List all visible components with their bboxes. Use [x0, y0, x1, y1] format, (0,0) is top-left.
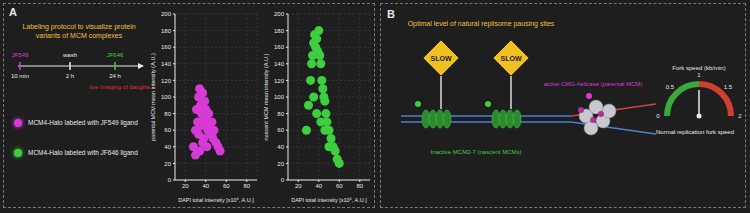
svg-text:80: 80: [277, 111, 284, 117]
svg-text:40: 40: [202, 183, 209, 189]
html-text:A: A: [9, 6, 17, 18]
svg-text:0.5: 0.5: [666, 84, 675, 90]
svg-text:nascent MCM mean intensity (A.: nascent MCM mean intensity (A.U.): [263, 53, 269, 140]
svg-text:140: 140: [161, 61, 172, 67]
svg-text:1: 1: [697, 72, 701, 78]
svg-text:Optimal level of natural repli: Optimal level of natural replisome pausi…: [408, 20, 555, 28]
svg-text:10 min: 10 min: [11, 73, 29, 79]
svg-text:Normal replication fork speed: Normal replication fork speed: [656, 129, 734, 135]
svg-text:80: 80: [164, 111, 171, 117]
svg-text:1.5: 1.5: [724, 84, 733, 90]
svg-text:60: 60: [277, 127, 284, 133]
svg-text:2: 2: [738, 113, 742, 119]
svg-text:20: 20: [182, 183, 189, 189]
svg-text:200: 200: [274, 11, 285, 17]
html-text:MCM4-Halo labeled with JF646 l: MCM4-Halo labeled with JF646 ligand: [28, 149, 138, 156]
svg-text:100: 100: [274, 94, 285, 100]
svg-text:JF549: JF549: [12, 52, 29, 58]
svg-text:Inactive MCM2-7 (nascent MCMs): Inactive MCM2-7 (nascent MCMs): [430, 149, 521, 155]
svg-text:120: 120: [161, 78, 172, 84]
svg-text:180: 180: [161, 28, 172, 34]
svg-text:B: B: [387, 8, 395, 20]
svg-text:2 h: 2 h: [66, 73, 74, 79]
svg-text:Fork speed (kb/min): Fork speed (kb/min): [672, 65, 725, 71]
svg-text:80: 80: [243, 183, 250, 189]
svg-text:parental MCM mean intensity (A: parental MCM mean intensity (A.U.): [150, 53, 156, 141]
svg-text:200: 200: [161, 11, 172, 17]
svg-text:DAPI total intensity [x10⁶, A.: DAPI total intensity [x10⁶, A.U.]: [291, 197, 367, 203]
svg-text:120: 120: [274, 78, 285, 84]
svg-text:24 h: 24 h: [109, 73, 121, 79]
svg-text:80: 80: [356, 183, 363, 189]
svg-text:60: 60: [164, 127, 171, 133]
svg-text:SLOW: SLOW: [431, 55, 452, 62]
svg-text:40: 40: [164, 144, 171, 150]
svg-text:active CMG-helicase (parental: active CMG-helicase (parental MCM): [544, 81, 643, 87]
svg-text:140: 140: [274, 61, 285, 67]
svg-text:160: 160: [274, 44, 285, 50]
svg-text:180: 180: [274, 28, 285, 34]
svg-text:60: 60: [223, 183, 230, 189]
svg-text:SLOW: SLOW: [501, 55, 522, 62]
svg-text:0: 0: [656, 113, 660, 119]
svg-text:40: 40: [277, 144, 284, 150]
svg-text:40: 40: [315, 183, 322, 189]
html-text:Labeling protocol to visualize: Labeling protocol to visualize protein v…: [22, 23, 136, 39]
svg-text:100: 100: [161, 94, 172, 100]
svg-text:0: 0: [168, 177, 172, 183]
svg-text:20: 20: [277, 161, 284, 167]
svg-text:JF646: JF646: [107, 52, 124, 58]
svg-text:DAPI total intensity [x10⁶, A.: DAPI total intensity [x10⁶, A.U.]: [178, 197, 254, 203]
svg-text:20: 20: [164, 161, 171, 167]
svg-text:0: 0: [281, 177, 285, 183]
svg-text:60: 60: [336, 183, 343, 189]
html-text:MCM4-Halo labeled with JF549 l: MCM4-Halo labeled with JF549 ligand: [28, 119, 138, 126]
svg-text:wash: wash: [62, 52, 77, 58]
svg-text:20: 20: [295, 183, 302, 189]
svg-text:live imaging of daughter cells: live imaging of daughter cells: [89, 84, 150, 90]
svg-text:160: 160: [161, 44, 172, 50]
